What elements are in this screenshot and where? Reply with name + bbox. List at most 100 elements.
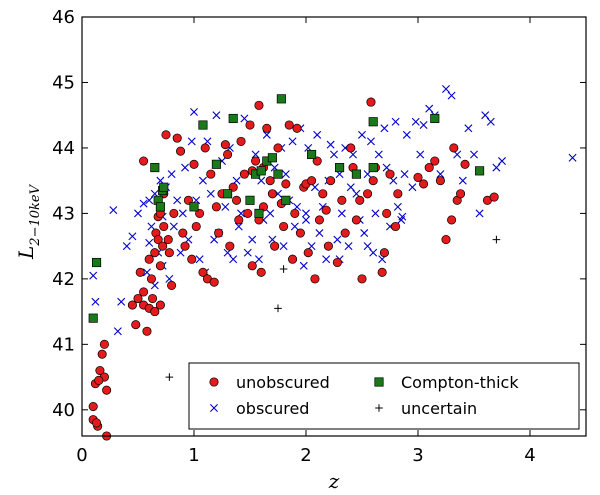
legend-marker-unobscured bbox=[209, 377, 219, 387]
data-point-obscured bbox=[470, 150, 478, 159]
data-point-obscured bbox=[458, 176, 467, 185]
data-point-unobscured bbox=[351, 215, 361, 225]
data-point-compton-thick bbox=[430, 113, 440, 124]
data-point-unobscured bbox=[172, 133, 182, 143]
data-point-obscured bbox=[380, 124, 389, 133]
data-point-obscured bbox=[425, 104, 434, 113]
data-point-unobscured bbox=[142, 326, 152, 336]
data-point-unobscured bbox=[155, 261, 165, 271]
data-point-compton-thick bbox=[267, 153, 277, 163]
data-point-unobscured bbox=[251, 156, 261, 166]
data-point-obscured bbox=[313, 130, 322, 139]
y-tick-label: 45 bbox=[52, 72, 75, 93]
data-point-obscured bbox=[442, 85, 450, 94]
data-point-unobscured bbox=[262, 123, 272, 133]
y-axis-label: L2−10keV bbox=[14, 183, 43, 260]
legend-label-compton-thick: Compton-thick bbox=[401, 373, 519, 392]
data-point-unobscured bbox=[456, 189, 466, 199]
data-point-obscured bbox=[190, 107, 198, 116]
data-point-obscured bbox=[337, 209, 346, 218]
data-point-obscured bbox=[251, 150, 260, 159]
data-point-compton-thick bbox=[307, 149, 317, 160]
data-point-unobscured bbox=[92, 418, 102, 428]
data-point-obscured bbox=[481, 111, 490, 120]
data-point-unobscured bbox=[435, 176, 445, 186]
data-point-obscured bbox=[206, 189, 215, 198]
data-point-unobscured bbox=[393, 189, 403, 199]
data-point-obscured bbox=[302, 215, 310, 224]
data-point-obscured bbox=[134, 209, 142, 218]
data-point-unobscured bbox=[382, 208, 392, 218]
data-point-obscured bbox=[221, 202, 230, 211]
data-point-uncertain bbox=[274, 304, 282, 313]
data-point-unobscured bbox=[211, 202, 221, 212]
data-point-unobscured bbox=[366, 97, 376, 107]
data-point-obscured bbox=[486, 117, 495, 126]
data-point-obscured bbox=[147, 222, 156, 231]
data-point-compton-thick bbox=[92, 257, 102, 268]
data-point-compton-thick bbox=[223, 189, 233, 199]
data-point-compton-thick bbox=[256, 166, 266, 176]
data-point-compton-thick bbox=[254, 208, 264, 218]
data-point-obscured bbox=[346, 183, 355, 192]
data-point-unobscured bbox=[441, 235, 451, 245]
data-point-obscured bbox=[195, 255, 204, 264]
data-point-unobscured bbox=[413, 172, 423, 182]
data-point-obscured bbox=[89, 271, 98, 280]
y-tick-label: 44 bbox=[52, 138, 75, 159]
data-point-obscured bbox=[142, 268, 151, 277]
data-point-obscured bbox=[240, 114, 249, 123]
data-point-unobscured bbox=[323, 241, 333, 251]
data-point-unobscured bbox=[377, 267, 387, 277]
data-point-compton-thick bbox=[189, 202, 199, 212]
x-axis-label: z bbox=[328, 469, 340, 493]
data-point-unobscured bbox=[346, 143, 356, 153]
data-point-uncertain bbox=[492, 235, 501, 244]
data-point-obscured bbox=[212, 111, 221, 120]
data-point-obscured bbox=[371, 209, 380, 218]
data-point-uncertain bbox=[165, 373, 174, 381]
data-point-unobscured bbox=[187, 254, 197, 264]
data-point-unobscured bbox=[314, 215, 324, 225]
data-point-obscured bbox=[447, 91, 456, 100]
data-point-unobscured bbox=[340, 228, 350, 238]
data-point-unobscured bbox=[167, 280, 177, 290]
data-point-unobscured bbox=[460, 159, 470, 169]
data-point-obscured bbox=[254, 255, 263, 264]
data-point-unobscured bbox=[97, 349, 107, 359]
data-point-obscured bbox=[360, 229, 369, 238]
data-point-obscured bbox=[266, 209, 275, 218]
data-point-unobscured bbox=[279, 221, 289, 232]
data-point-compton-thick bbox=[368, 163, 378, 173]
data-point-compton-thick bbox=[351, 169, 361, 179]
data-point-unobscured bbox=[150, 248, 160, 258]
data-point-unobscured bbox=[135, 267, 145, 277]
data-point-compton-thick bbox=[159, 182, 169, 192]
data-point-obscured bbox=[109, 206, 118, 215]
data-point-unobscured bbox=[449, 143, 459, 153]
data-point-obscured bbox=[181, 163, 190, 172]
data-point-unobscured bbox=[164, 248, 174, 258]
data-point-obscured bbox=[358, 130, 366, 139]
data-point-unobscured bbox=[256, 267, 266, 277]
data-point-obscured bbox=[145, 196, 154, 205]
data-point-obscured bbox=[344, 242, 353, 251]
data-point-obscured bbox=[299, 261, 308, 270]
data-point-unobscured bbox=[225, 241, 235, 251]
data-point-compton-thick bbox=[273, 169, 283, 179]
data-point-obscured bbox=[568, 153, 577, 162]
data-point-unobscured bbox=[94, 375, 104, 385]
data-point-obscured bbox=[91, 297, 100, 306]
data-point-compton-thick bbox=[198, 120, 208, 130]
x-tick-label: 2 bbox=[300, 445, 311, 466]
data-point-obscured bbox=[243, 248, 252, 257]
y-axis-label-main: L bbox=[14, 246, 38, 260]
data-point-unobscured bbox=[102, 385, 112, 395]
data-point-unobscured bbox=[357, 274, 367, 284]
data-point-obscured bbox=[178, 209, 187, 218]
data-point-unobscured bbox=[379, 248, 389, 258]
data-point-unobscured bbox=[368, 176, 378, 186]
data-point-unobscured bbox=[321, 205, 331, 215]
data-point-unobscured bbox=[303, 248, 313, 258]
